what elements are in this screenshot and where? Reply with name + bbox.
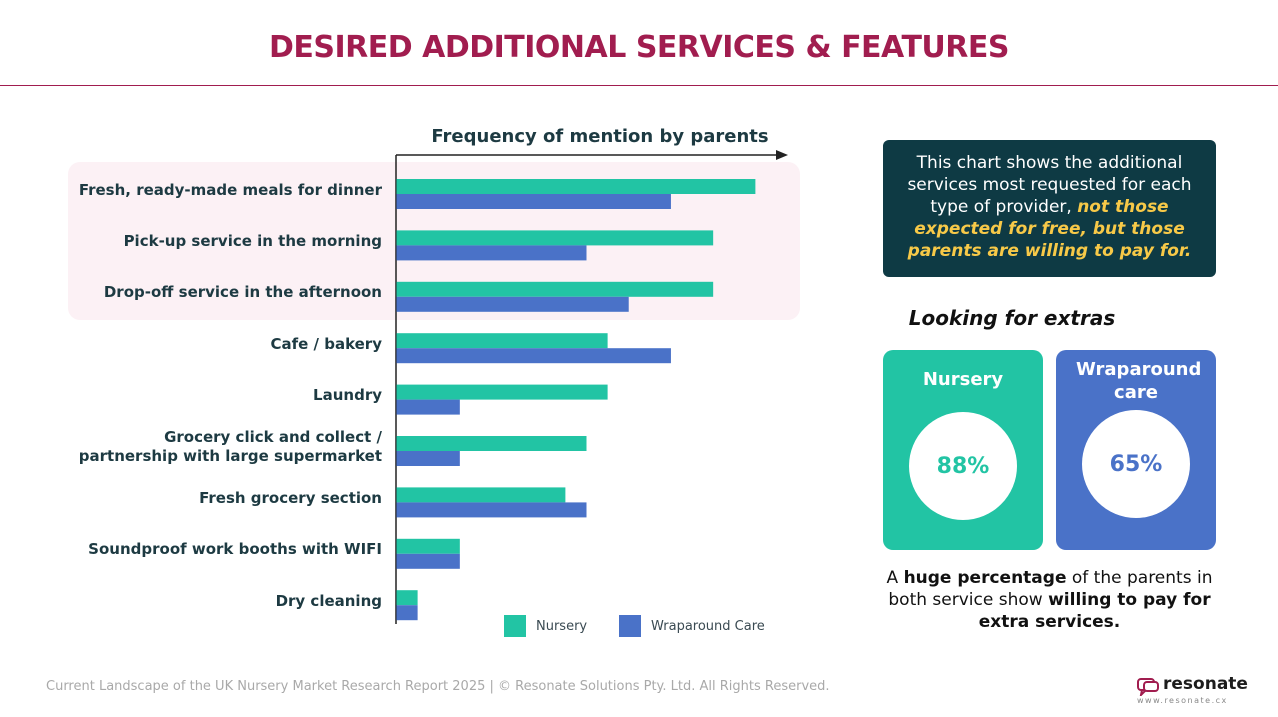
bar-wraparound-1 [396, 245, 587, 261]
category-label-3: Cafe / bakery [270, 335, 382, 354]
nursery-card-title: Nursery [922, 369, 1004, 390]
bar-nursery-3 [396, 333, 608, 349]
bar-nursery-2 [396, 281, 714, 297]
page-title: DESIRED ADDITIONAL SERVICES & FEATURES [269, 30, 1009, 65]
bottom-note: A huge percentage of the parents in both… [883, 567, 1216, 633]
category-label-0: Fresh, ready-made meals for dinner [79, 181, 382, 200]
category-label-2-line-0: Drop-off service in the afternoon [103, 283, 382, 302]
bottom-note-bold-1: huge percentage [903, 568, 1067, 588]
bar-wraparound-0 [396, 194, 671, 209]
category-label-1: Pick-up service in the morning [124, 232, 382, 251]
bottom-note-text-2: of the parents in both service show [888, 568, 1213, 610]
category-label-2: Drop-off service in the afternoon [104, 283, 382, 302]
bar-nursery-0 [396, 179, 756, 194]
bar-wraparound-5 [396, 451, 460, 466]
resonate-logo-icon [1137, 678, 1159, 696]
category-label-5-line-0: Grocery click and collect / [164, 428, 382, 446]
wraparound-percent: 65% [1109, 451, 1163, 477]
category-label-5-line-1: partnership with large supermarket [78, 447, 382, 465]
category-label-4: Laundry [313, 386, 382, 405]
legend-label-nursery: Nursery [536, 618, 588, 634]
title-divider [0, 85, 1278, 86]
bottom-note-bold-2: willing to pay for extra services. [978, 590, 1211, 632]
legend-swatch-wraparound [619, 615, 641, 637]
category-label-8: Dry cleaning [276, 592, 382, 611]
chart-title: Frequency of mention by parents [431, 126, 769, 147]
category-label-3-line-0: Cafe / bakery [270, 334, 382, 353]
legend-swatch-nursery [504, 615, 526, 637]
bar-wraparound-2 [396, 296, 629, 312]
category-label-8-line-0: Dry cleaning [275, 591, 382, 610]
legend-item-wraparound: Wraparound Care [619, 615, 765, 637]
info-box-emphasis: not those expected for free, but those p… [907, 197, 1192, 261]
bottom-note-text-1: A [886, 568, 904, 588]
extras-heading: Looking for extras [908, 306, 1116, 330]
x-axis-arrow-icon [776, 150, 788, 160]
category-label-7: Soundproof work booths with WIFI [88, 540, 382, 559]
category-label-7-line-0: Soundproof work booths with WIFI [88, 540, 382, 559]
bar-wraparound-8 [396, 605, 418, 621]
wraparound-percent-circle: 65% [1082, 410, 1190, 518]
info-box-text: This chart shows the additional services… [907, 153, 1192, 217]
wraparound-card: Wraparound care 65% [1056, 350, 1216, 550]
bar-nursery-8 [396, 590, 418, 606]
bar-wraparound-4 [396, 399, 460, 415]
info-box: This chart shows the additional services… [883, 140, 1216, 277]
wraparound-card-title: Wraparound care [1076, 359, 1202, 403]
bar-nursery-5 [396, 436, 587, 451]
logo-name: resonate [1163, 674, 1248, 694]
bar-nursery-7 [396, 538, 460, 554]
category-label-0-line-0: Fresh, ready-made meals for dinner [78, 180, 382, 199]
bar-nursery-4 [396, 384, 608, 400]
legend-label-wraparound: Wraparound Care [651, 618, 765, 634]
category-label-1-line-0: Pick-up service in the morning [123, 231, 382, 250]
category-label-4-line-0: Laundry [313, 386, 382, 405]
bar-wraparound-7 [396, 553, 460, 569]
bar-wraparound-6 [396, 502, 587, 518]
nursery-percent-circle: 88% [909, 412, 1017, 520]
legend-item-nursery: Nursery [504, 615, 587, 637]
category-label-5: Grocery click and collect / partnership w… [79, 428, 382, 466]
logo-url: www.resonate.cx [1137, 696, 1228, 705]
bar-wraparound-3 [396, 348, 671, 364]
bar-nursery-1 [396, 230, 714, 246]
category-label-6: Fresh grocery section [199, 489, 382, 508]
resonate-logo: resonate www.resonate.cx [1136, 674, 1248, 708]
nursery-percent: 88% [936, 453, 990, 479]
footer-text: Current Landscape of the UK Nursery Mark… [46, 679, 830, 694]
nursery-card: Nursery 88% [883, 350, 1043, 550]
category-label-6-line-0: Fresh grocery section [199, 488, 382, 507]
bar-nursery-6 [396, 487, 566, 503]
